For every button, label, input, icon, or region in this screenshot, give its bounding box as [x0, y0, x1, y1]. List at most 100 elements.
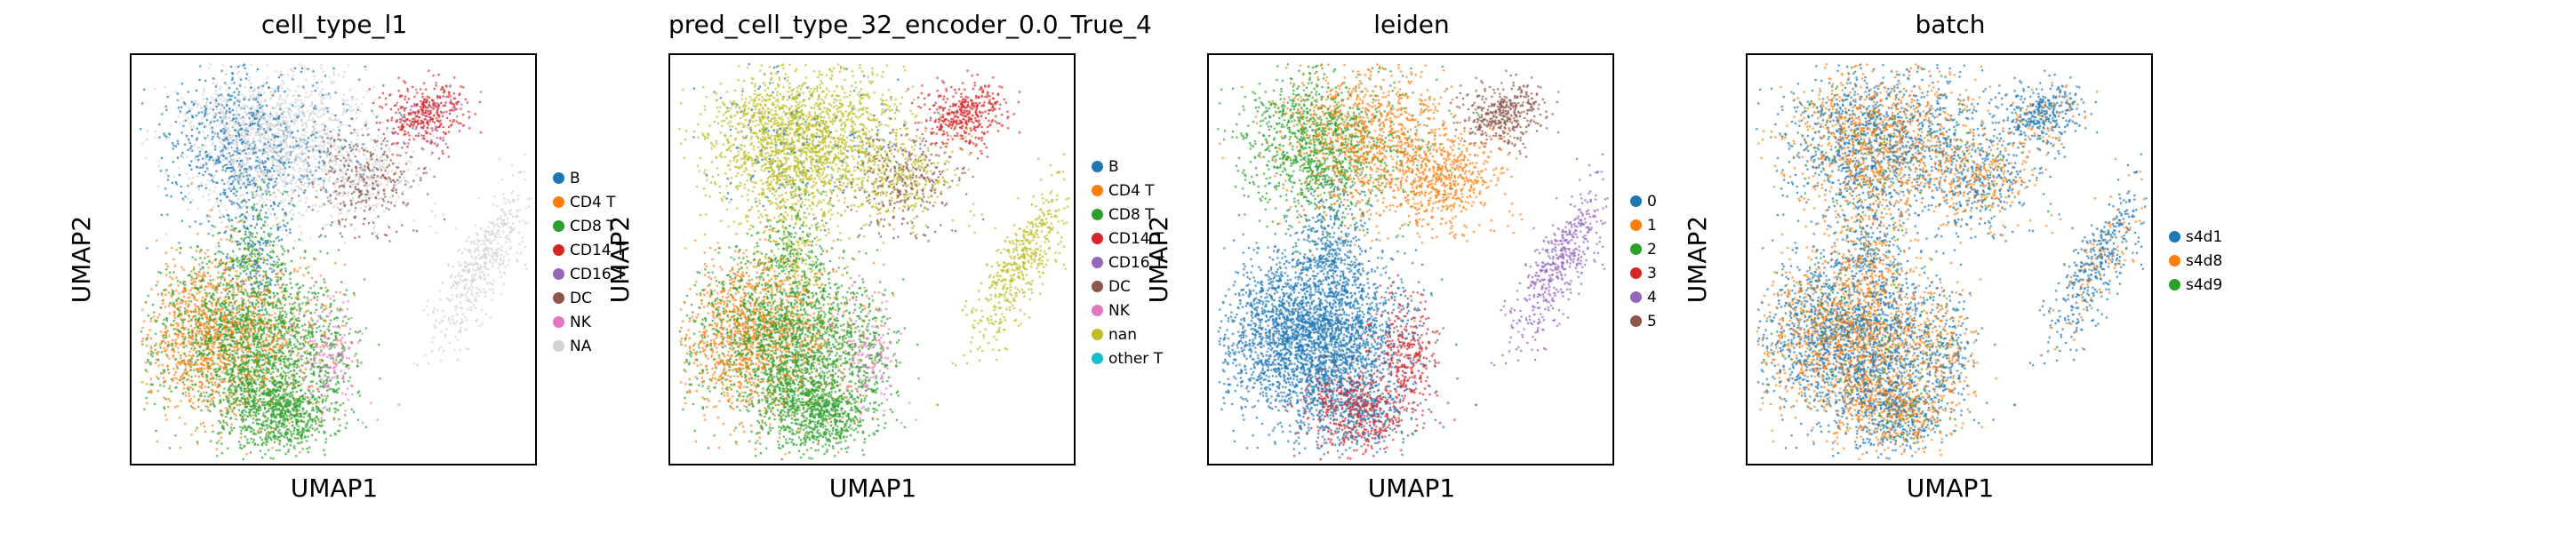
- legend-marker: [2169, 279, 2180, 290]
- legend-item: 1: [1630, 213, 1657, 237]
- panel-title: cell_type_l1: [260, 10, 408, 39]
- legend-label: CD14 T: [1108, 229, 1164, 248]
- legend-item: CD16 T: [553, 262, 625, 286]
- legend-label: CD8 T: [1108, 205, 1155, 224]
- legend: s4d1 s4d8 s4d9: [2169, 225, 2222, 297]
- legend-label: 5: [1647, 312, 1657, 330]
- legend-item: other T: [1092, 346, 1164, 370]
- panel-cell-type-l1: cell_type_l1 UMAP1 UMAP2 B CD4 T CD8 T CD14…: [67, 0, 684, 533]
- legend-label: CD4 T: [1108, 181, 1155, 200]
- legend-item: s4d8: [2169, 249, 2222, 273]
- legend-item: s4d9: [2169, 273, 2222, 297]
- legend-item: 2: [1630, 237, 1657, 261]
- legend-marker: [1630, 243, 1642, 255]
- legend-label: 0: [1647, 192, 1657, 211]
- legend-label: s4d1: [2186, 227, 2223, 246]
- legend-marker: [1630, 267, 1642, 279]
- y-axis-label: UMAP2: [605, 215, 635, 304]
- legend-marker: [1092, 185, 1103, 196]
- legend-marker: [553, 292, 564, 304]
- legend-item: CD14 T: [1092, 227, 1164, 251]
- panel-leiden: leiden UMAP1 UMAP2 0 1 2 3 4 5: [1144, 0, 1762, 533]
- legend-item: DC: [553, 286, 625, 310]
- umap-scatter-points: [1748, 55, 2151, 464]
- legend-item: NK: [1092, 298, 1164, 322]
- scatter-plot-area: [668, 53, 1076, 465]
- scatter-plot-area: [130, 53, 537, 465]
- legend-label: NK: [1108, 301, 1130, 320]
- legend-item: 3: [1630, 261, 1657, 285]
- legend-label: B: [1108, 157, 1119, 176]
- legend-item: 0: [1630, 189, 1657, 213]
- legend: B CD4 T CD8 T CD14 T CD16 T DC NK NA: [553, 166, 625, 358]
- legend-item: s4d1: [2169, 225, 2222, 249]
- legend-item: CD4 T: [553, 190, 625, 214]
- x-axis-label: UMAP1: [1367, 473, 1456, 503]
- legend-label: 1: [1647, 216, 1657, 235]
- legend-marker: [1092, 329, 1103, 340]
- legend-label: CD16 T: [570, 265, 626, 283]
- legend-label: B: [570, 169, 580, 187]
- x-axis-label: UMAP1: [828, 473, 917, 503]
- legend-label: DC: [1108, 277, 1131, 296]
- umap-scatter-points: [132, 55, 535, 464]
- legend-marker: [1092, 161, 1103, 172]
- x-axis-label: UMAP1: [290, 473, 379, 503]
- scatter-plot-area: [1746, 53, 2153, 465]
- panel-title: pred_cell_type_32_encoder_0.0_True_4: [668, 10, 1152, 39]
- umap-scatter-points: [670, 55, 1074, 464]
- panel-pred-cell-type: pred_cell_type_32_encoder_0.0_True_4 UMA…: [605, 0, 1223, 533]
- legend-label: DC: [570, 289, 592, 307]
- legend-marker: [553, 220, 564, 232]
- legend-marker: [1630, 291, 1642, 303]
- legend-item: CD16 T: [1092, 251, 1164, 274]
- legend-marker: [553, 316, 564, 328]
- legend-label: nan: [1108, 325, 1137, 344]
- legend-label: NK: [570, 313, 591, 331]
- legend-item: nan: [1092, 322, 1164, 346]
- legend-label: s4d8: [2186, 251, 2223, 270]
- legend-item: CD4 T: [1092, 179, 1164, 203]
- legend-item: B: [553, 166, 625, 190]
- legend-marker: [2169, 255, 2180, 266]
- legend-item: DC: [1092, 274, 1164, 298]
- legend-marker: [2169, 231, 2180, 243]
- x-axis-label: UMAP1: [1906, 473, 1995, 503]
- legend-marker: [1092, 257, 1103, 268]
- scatter-plot-area: [1207, 53, 1614, 465]
- y-axis-label: UMAP2: [1144, 215, 1173, 304]
- legend-item: NA: [553, 334, 625, 358]
- legend-marker: [1092, 305, 1103, 316]
- y-axis-label: UMAP2: [67, 215, 96, 304]
- legend-marker: [553, 268, 564, 280]
- legend-marker: [1630, 219, 1642, 231]
- legend-marker: [553, 172, 564, 184]
- legend-label: 2: [1647, 240, 1657, 259]
- legend-item: 5: [1630, 309, 1657, 333]
- legend-item: CD8 T: [1092, 203, 1164, 227]
- legend-item: CD8 T: [553, 214, 625, 238]
- legend-marker: [553, 196, 564, 208]
- legend-item: B: [1092, 155, 1164, 179]
- legend: B CD4 T CD8 T CD14 T CD16 T DC NK nan other T: [1092, 155, 1164, 370]
- legend-marker: [553, 340, 564, 352]
- legend-marker: [1092, 353, 1103, 364]
- legend-label: CD4 T: [570, 193, 616, 211]
- legend-item: CD14 T: [553, 238, 625, 262]
- panel-batch: batch UMAP1 UMAP2 s4d1 s4d8 s4d9: [1683, 0, 2300, 533]
- legend-label: 4: [1647, 288, 1657, 306]
- panel-title: leiden: [1373, 10, 1450, 39]
- legend-item: 4: [1630, 285, 1657, 309]
- y-axis-label: UMAP2: [1683, 215, 1712, 304]
- legend-label: NA: [570, 337, 592, 355]
- legend: 0 1 2 3 4 5: [1630, 189, 1657, 333]
- legend-label: other T: [1108, 349, 1164, 368]
- panel-title: batch: [1915, 10, 1986, 39]
- legend-marker: [1630, 195, 1642, 207]
- legend-label: CD14 T: [570, 241, 626, 259]
- legend-marker: [553, 244, 564, 256]
- umap-scatter-points: [1209, 55, 1612, 464]
- legend-marker: [1092, 209, 1103, 220]
- legend-label: s4d9: [2186, 275, 2223, 294]
- legend-label: 3: [1647, 264, 1657, 282]
